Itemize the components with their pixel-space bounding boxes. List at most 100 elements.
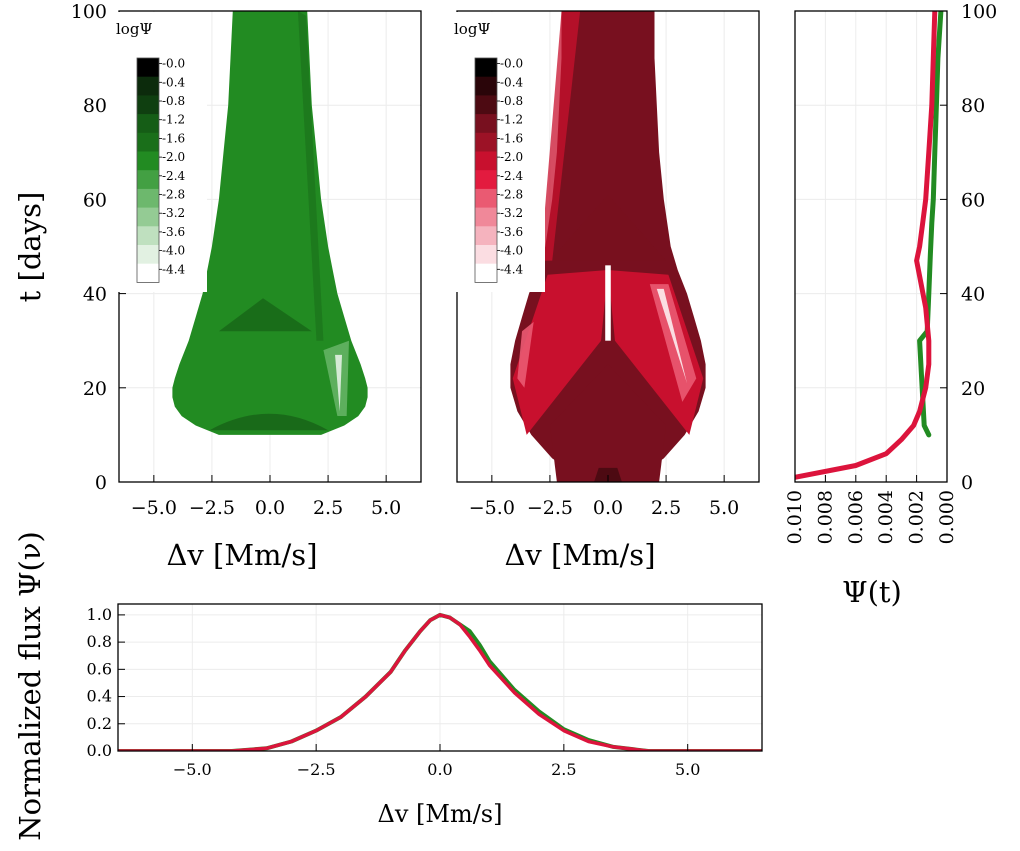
y-tick-label: 60 xyxy=(83,189,107,211)
colorbar-swatch xyxy=(137,76,159,96)
red-band-dark xyxy=(549,194,667,261)
ticks: −5.0 −2.5 0.0 2.5 5.0 0.0 0.2 0.4 0.6 0.8 1.0 xyxy=(87,605,701,779)
colorbar-swatch xyxy=(137,95,159,115)
colorbar-swatch xyxy=(137,151,159,171)
y-tick-label: 0.4 xyxy=(87,687,112,706)
x-tick-label: 0.008 xyxy=(814,490,836,544)
colorbar-label: -0.0 xyxy=(500,57,523,71)
green-ylabel: t [days] xyxy=(13,192,47,303)
x-tick-label: −5.0 xyxy=(469,497,515,519)
colorbar-swatch xyxy=(137,245,159,265)
colorbar-swatch xyxy=(137,207,159,227)
y-tick-label: 40 xyxy=(83,284,107,306)
colorbar-swatch xyxy=(137,263,159,283)
colorbar-swatch xyxy=(475,226,497,246)
x-tick-label: −2.5 xyxy=(527,497,573,519)
psi-series-line-0 xyxy=(917,11,944,438)
green-band xyxy=(297,11,324,341)
colorbar-label: -3.2 xyxy=(162,206,185,220)
x-tick-label: 0.006 xyxy=(845,490,867,544)
colorbar-label: -1.2 xyxy=(162,113,185,127)
y-tick-label: 60 xyxy=(961,189,985,211)
green-band-dark xyxy=(218,298,312,332)
colorbar-label: -1.2 xyxy=(500,113,523,127)
colorbar-label: -2.0 xyxy=(500,150,523,164)
colorbar-label: -2.4 xyxy=(500,169,524,183)
colorbar-swatch xyxy=(475,188,497,209)
colorbar-swatch xyxy=(475,170,497,190)
x-tick-label: −2.5 xyxy=(189,497,235,519)
green-band-lightest xyxy=(335,354,343,412)
y-tick-label: 20 xyxy=(961,378,985,400)
colorbar-swatch xyxy=(137,226,159,246)
y-tick-label: 80 xyxy=(961,95,985,117)
colorbar-label: -0.8 xyxy=(500,94,523,108)
red-heatmap-panel: −5.0 −2.5 0.0 2.5 5.0 logΨ -0.0 -0.4 -0.8 -1.2 -1… xyxy=(453,10,760,519)
x-tick-label: 0.002 xyxy=(906,490,928,544)
colorbar-swatch xyxy=(137,114,159,134)
colorbar-label: -3.6 xyxy=(162,225,185,239)
y-tick-label: 0.0 xyxy=(87,741,112,760)
y-tick-label: 0 xyxy=(95,472,107,494)
colorbar-swatch xyxy=(475,151,497,171)
colorbar-swatch xyxy=(137,58,159,78)
colorbar-swatch xyxy=(137,188,159,209)
x-tick-label: 5.0 xyxy=(675,760,700,779)
psi-xlabel: Ψ(t) xyxy=(842,575,902,609)
red-center-gap xyxy=(605,265,611,341)
colorbar-label: -0.4 xyxy=(162,75,186,89)
colorbar-swatch xyxy=(475,263,497,283)
x-tick-label: 0.004 xyxy=(875,490,897,544)
colorbar-swatch xyxy=(475,245,497,265)
colorbar-title: logΨ xyxy=(116,20,153,38)
red-internal-bands xyxy=(512,11,704,482)
colorbar-frame xyxy=(136,57,160,283)
colorbar-title: logΨ xyxy=(454,20,491,38)
colorbar-swatch xyxy=(475,207,497,227)
red-band-light xyxy=(649,284,697,402)
colorbar: logΨ -0.0 -0.4 -0.8 -1.2 -1.6 -2.0 -2.4 -2.8 -3.2… xyxy=(453,12,545,292)
colorbar-swatch xyxy=(475,114,497,134)
colorbar-label: -4.0 xyxy=(162,244,185,258)
colorbar-label: -2.8 xyxy=(500,188,523,202)
x-tick-label: 2.5 xyxy=(313,497,343,519)
green-xlabel: Δv [Mm/s] xyxy=(166,538,317,572)
y-tick-label: 100 xyxy=(961,1,997,23)
colorbar-label: -3.6 xyxy=(500,225,523,239)
green-band-light xyxy=(323,340,349,417)
colorbar-swatch xyxy=(475,95,497,115)
y-tick-label: 40 xyxy=(961,284,985,306)
flux-ylabel: Normalized flux Ψ(ν) xyxy=(13,531,47,841)
colorbar-label: -2.0 xyxy=(162,150,185,164)
psi-series-line-1 xyxy=(795,11,938,480)
flux-xlabel: Δv [Mm/s] xyxy=(378,800,503,828)
flux-lines xyxy=(118,612,762,751)
red-band-darkest xyxy=(594,467,622,482)
y-tick-label: 0.2 xyxy=(87,714,112,733)
colorbar-label: -3.2 xyxy=(500,206,523,220)
x-tick-label: 5.0 xyxy=(371,497,401,519)
y-tick-label: 0.8 xyxy=(87,632,112,651)
x-tick-label: 0.010 xyxy=(784,490,806,544)
colorbar-label: -4.0 xyxy=(500,244,523,258)
y-tick-label: 0 xyxy=(961,472,973,494)
red-band-lightest xyxy=(656,288,687,384)
ticks: −5.0 −2.5 0.0 2.5 5.0 xyxy=(469,475,739,519)
colorbar-background xyxy=(115,12,207,292)
colorbar-frame xyxy=(474,57,498,283)
y-tick-label: 1.0 xyxy=(87,605,112,624)
colorbar: logΨ -0.0 -0.4 -0.8 -1.2 -1.6 -2.0 -2.4 -2.8 -3.2… xyxy=(115,12,207,292)
green-heatmap-panel: −5.0 −2.5 0.0 2.5 5.0 0 20 40 60 80 100 logΨ -0.0 -0… xyxy=(71,1,422,519)
red-band xyxy=(540,11,581,261)
colorbar-swatch xyxy=(475,58,497,78)
flux-series-line-1 xyxy=(118,613,762,751)
red-band-light xyxy=(517,321,534,388)
green-band-dark xyxy=(209,413,329,431)
colorbar-label: -4.4 xyxy=(500,262,524,276)
colorbar-label: -2.4 xyxy=(162,169,186,183)
x-tick-label: −5.0 xyxy=(173,760,212,779)
y-tick-label: 100 xyxy=(71,1,107,23)
psi-t-lines xyxy=(795,11,944,480)
